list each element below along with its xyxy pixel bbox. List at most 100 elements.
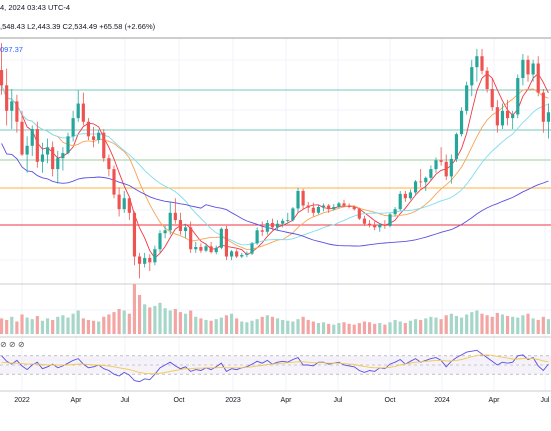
candle [66, 132, 70, 155]
candle [424, 176, 428, 191]
candle [541, 88, 545, 133]
candle-body [153, 249, 157, 263]
candle-body [199, 247, 203, 251]
candle [132, 211, 137, 266]
candle-body [260, 230, 264, 232]
volume-bar [281, 319, 285, 334]
volume-bar [439, 319, 443, 334]
volume-bar [209, 320, 213, 334]
candle-body [76, 103, 80, 119]
volume-bar [143, 304, 147, 334]
candle-body [311, 207, 315, 213]
candle-body [255, 230, 259, 244]
volume-bar [265, 315, 269, 334]
candle [107, 154, 111, 177]
candle [286, 212, 290, 224]
candle [378, 223, 382, 232]
candle [56, 150, 60, 184]
volume-bar [66, 317, 70, 334]
candle-body [5, 85, 9, 111]
candle [5, 68, 9, 126]
x-tick-label: Apr [281, 397, 293, 404]
candle-body [367, 223, 372, 225]
candle-body [459, 110, 464, 135]
volume-bar [86, 319, 91, 334]
candle-body [214, 247, 218, 253]
volume-bar [107, 314, 111, 334]
candle-body [470, 67, 474, 86]
candle [153, 245, 157, 266]
candle-body [15, 101, 19, 122]
x-tick-label: Jul [334, 397, 343, 404]
volume-bar [137, 294, 142, 334]
candle [511, 110, 515, 130]
volume-bar [214, 319, 218, 334]
volume-bar [235, 318, 239, 335]
header-datetime: 4, 2024 03:43 UTC-4 [0, 3, 70, 12]
candle [449, 154, 453, 184]
candle [199, 243, 203, 253]
x-tick-label: Apr [71, 397, 83, 404]
candle-body [490, 88, 494, 108]
candle-body [429, 169, 433, 178]
candle [444, 154, 448, 181]
candle-body [449, 158, 453, 177]
volume-bar [419, 319, 423, 334]
x-tick-label: 2023 [225, 397, 241, 404]
volume-bar [296, 319, 300, 334]
volume-bar [132, 284, 137, 334]
volume-bars [0, 284, 551, 335]
candle [168, 201, 172, 235]
candle-body [194, 247, 198, 250]
candle [183, 223, 188, 239]
candle-body [281, 220, 285, 224]
volume-bar [40, 320, 45, 334]
candle-body [342, 203, 346, 206]
rsi-eye-icon[interactable]: ⊘ ⊘ ⊘ [0, 340, 25, 349]
volume-bar [470, 312, 474, 335]
ma-line-ma_slow [1, 85, 549, 246]
candle-body [173, 212, 177, 221]
ma-line-ma_mid [1, 85, 549, 251]
volume-bar [71, 313, 75, 334]
volume-bar [398, 321, 402, 334]
candle-body [204, 246, 208, 251]
candle-body [536, 63, 540, 93]
candle [521, 54, 525, 86]
volume-bar [357, 323, 361, 334]
volume-bar [536, 319, 540, 334]
candle [158, 230, 162, 253]
candle-body [408, 192, 413, 199]
candle [475, 48, 479, 82]
rsi-band [0, 355, 551, 375]
volume-bar [311, 321, 315, 334]
candle [10, 88, 14, 130]
volume-bar [444, 315, 448, 334]
candle-body [362, 218, 367, 224]
candle-body [424, 177, 428, 183]
volume-bar [434, 317, 438, 334]
candle [352, 205, 356, 211]
volume-bar [316, 323, 321, 334]
volume-bar [378, 323, 382, 334]
candle-body [286, 220, 290, 221]
volume-bar [373, 323, 377, 334]
volume-bar [168, 310, 172, 334]
candle [388, 212, 392, 228]
volume-bar [490, 316, 494, 334]
candle [255, 227, 259, 245]
volume-bar [301, 316, 305, 334]
candle [546, 103, 551, 139]
candle-body [61, 153, 65, 159]
candle-body [301, 190, 305, 206]
candle [209, 241, 213, 254]
candle [357, 207, 361, 221]
candle [465, 81, 469, 115]
candle [332, 204, 336, 211]
candle-body [71, 118, 75, 137]
volume-bar [240, 321, 244, 334]
candle-body [321, 205, 326, 207]
candle-body [107, 158, 111, 170]
candle-body [398, 193, 402, 210]
candle-body [163, 230, 167, 234]
